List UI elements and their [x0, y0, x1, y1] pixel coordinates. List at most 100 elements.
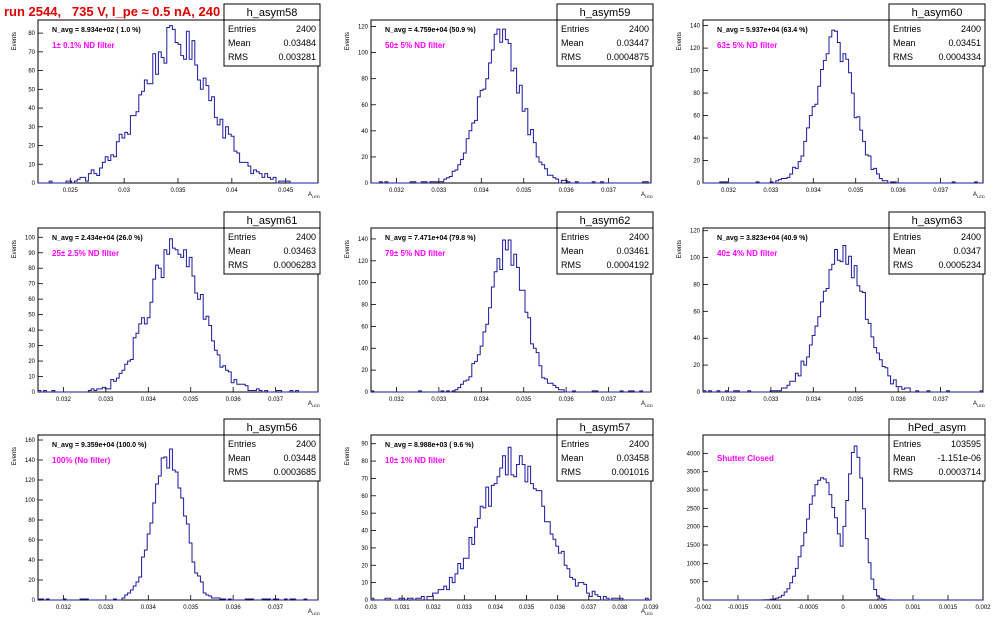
x-tick-label: -0.0015: [728, 605, 749, 611]
y-tick-label: 80: [28, 31, 35, 37]
stats-value-entries: 2400: [296, 24, 316, 34]
x-tick-label: 0.031: [395, 605, 411, 611]
stats-value-mean: 0.03458: [616, 453, 649, 463]
plot-frame: [702, 19, 984, 184]
stats-value-entries: 2400: [296, 439, 316, 449]
x-tick-label: 0.034: [488, 605, 504, 611]
y-tick-label: 80: [361, 77, 368, 83]
y-tick-label: 0: [32, 390, 36, 396]
y-tick-label: 20: [693, 159, 700, 165]
x-tick-label: 0.034: [806, 188, 822, 194]
y-tick-label: 80: [693, 282, 700, 288]
x-tick-label: 0.03: [118, 188, 130, 194]
x-tick-label: 0: [841, 605, 845, 611]
stats-title: h_asym58: [247, 7, 298, 19]
stats-value-rms: 0.0003685: [273, 467, 316, 477]
stats-key-rms: RMS: [893, 52, 913, 62]
stats-key-rms: RMS: [561, 260, 581, 270]
x-tick-label: 0.036: [226, 397, 242, 403]
n-avg-label: N_avg = 8.934e+02 ( 1.0 %): [52, 27, 141, 34]
filter-label: 25± 2.5% ND filter: [52, 249, 119, 258]
stats-key-rms: RMS: [228, 467, 248, 477]
y-tick-label: 1500: [687, 543, 701, 549]
x-tick-label: 0.034: [141, 605, 157, 611]
y-tick-label: 100: [25, 235, 36, 241]
x-tick-label: 0.033: [431, 397, 447, 403]
y-tick-label: 140: [358, 237, 369, 243]
histogram-panel-h_asym63: 0 20 40 60 80 100 120 0.032 0.033 0.034 0.035 0.036…: [677, 211, 986, 408]
x-tick-label: 0.037: [601, 397, 617, 403]
stats-key-entries: Entries: [561, 439, 590, 449]
stats-title: h_asym61: [247, 215, 298, 227]
stats-value-mean: 0.03451: [948, 38, 981, 48]
stats-value-rms: 0.0004334: [938, 52, 981, 62]
x-axis-label: ALED: [308, 609, 320, 616]
histogram-line: [38, 25, 318, 184]
stats-value-rms: 0.0006283: [273, 260, 316, 270]
stats-key-entries: Entries: [228, 232, 257, 242]
x-tick-label: 0.034: [474, 188, 490, 194]
y-tick-label: 70: [28, 50, 35, 56]
stats-key-entries: Entries: [228, 439, 257, 449]
histogram-line: [703, 29, 983, 184]
stats-key-mean: Mean: [561, 246, 584, 256]
stats-key-rms: RMS: [893, 260, 913, 270]
histogram-panel-h_asym61: 0 10 20 30 40 50 60 70 80 90 100 0.032 0.033 0.034 0.0…: [12, 211, 321, 408]
x-tick-label: 0.0005: [869, 605, 888, 611]
stats-box: [888, 211, 986, 275]
y-tick-label: 90: [28, 251, 35, 257]
y-tick-label: 40: [693, 336, 700, 342]
y-tick-label: 70: [361, 476, 368, 482]
stats-box: [223, 211, 321, 275]
x-tick-label: 0.035: [183, 397, 199, 403]
y-axis-label: Events: [345, 32, 351, 50]
x-tick-label: 0.033: [763, 188, 779, 194]
stats-box: [223, 3, 321, 67]
stats-value-rms: 0.0004875: [606, 52, 649, 62]
stats-key-mean: Mean: [893, 453, 916, 463]
y-tick-label: 160: [25, 438, 36, 444]
y-tick-label: 30: [28, 344, 35, 350]
x-tick-label: 0.035: [848, 188, 864, 194]
x-tick-label: 0.036: [550, 605, 566, 611]
stats-title: h_asym57: [580, 422, 631, 434]
x-tick-label: 0.039: [643, 605, 659, 611]
y-tick-label: 20: [28, 578, 35, 584]
histogram-panel-h_asym57: 0 10 20 30 40 50 60 70 80 90 0.03 0.031 0.032 0.033 0.…: [345, 418, 659, 616]
histogram-panel-h_asym58: 0 10 20 30 40 50 60 70 80 0.025 0.03 0.035 0.04 0.045…: [12, 3, 321, 199]
y-tick-label: 120: [358, 259, 369, 265]
stats-value-rms: 0.0004192: [606, 260, 649, 270]
stats-value-entries: 2400: [629, 439, 649, 449]
x-tick-label: 0.038: [612, 605, 628, 611]
x-tick-label: 0.035: [519, 605, 535, 611]
stats-key-entries: Entries: [893, 439, 922, 449]
stats-key-rms: RMS: [893, 467, 913, 477]
stats-title: h_asym63: [912, 215, 963, 227]
y-axis-label: Events: [12, 447, 18, 465]
y-tick-label: 100: [358, 281, 369, 287]
y-tick-label: 40: [361, 529, 368, 535]
plot-frame: [702, 227, 984, 393]
y-tick-label: 0: [697, 390, 701, 396]
filter-label: Shutter Closed: [717, 454, 774, 463]
x-tick-label: 0.035: [516, 397, 532, 403]
x-tick-label: 0.03: [365, 605, 377, 611]
y-tick-label: 40: [693, 136, 700, 142]
plot-frame: [370, 19, 652, 184]
x-tick-label: -0.002: [694, 605, 712, 611]
plot-frame: [37, 227, 319, 393]
stats-value-mean: 0.03484: [283, 38, 316, 48]
x-tick-label: 0.034: [474, 397, 490, 403]
y-tick-label: 20: [28, 144, 35, 150]
x-tick-label: 0.033: [98, 605, 114, 611]
x-tick-label: 0.001: [905, 605, 921, 611]
stats-value-mean: 0.03461: [616, 246, 649, 256]
histogram-line: [37, 448, 318, 601]
x-tick-label: 0.032: [426, 605, 442, 611]
stats-value-rms: 0.0003714: [938, 467, 981, 477]
stats-value-entries: 2400: [961, 232, 981, 242]
stats-box: [888, 3, 986, 67]
y-tick-label: 120: [690, 46, 701, 52]
stats-value-mean: -1.151e-06: [937, 453, 981, 463]
y-tick-label: 60: [693, 114, 700, 120]
